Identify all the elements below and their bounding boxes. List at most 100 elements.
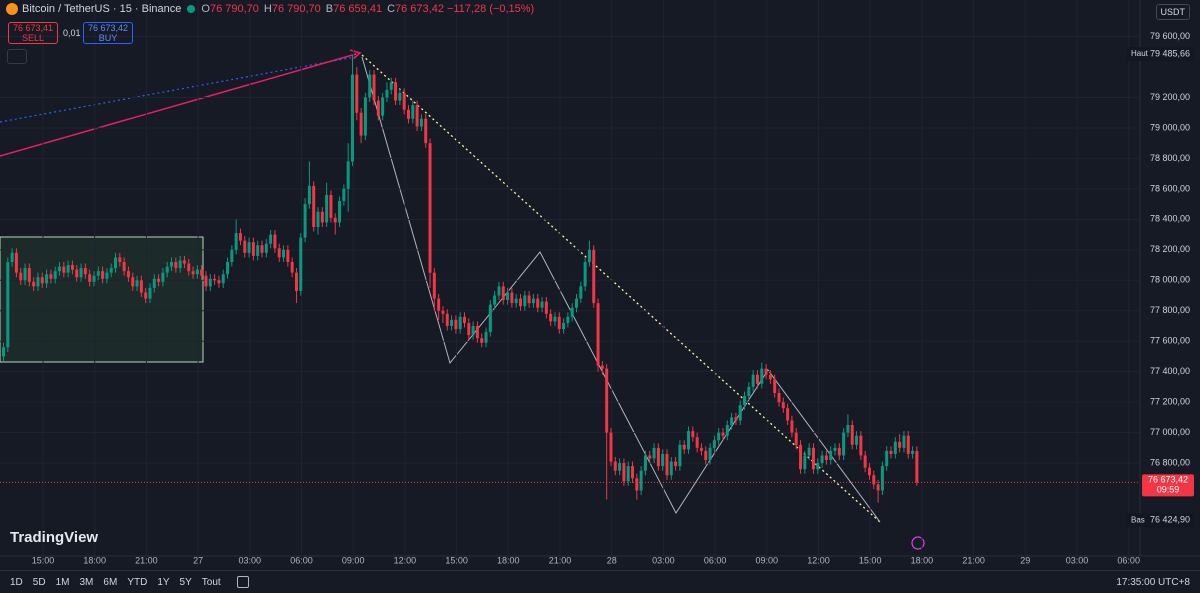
low-label: 76 424,90 <box>1150 515 1190 525</box>
candle-body <box>695 437 699 448</box>
range-button[interactable]: Tout <box>201 576 221 588</box>
candle-body <box>876 484 880 491</box>
candle-body <box>381 97 385 116</box>
sell-button[interactable]: 76 673,41 SELL <box>8 22 58 44</box>
header: Bitcoin / TetherUS · 15 · Binance O76 79… <box>6 3 537 15</box>
candle-body <box>45 274 49 284</box>
candle-body <box>307 185 311 205</box>
candle-body <box>230 249 234 263</box>
candle-body <box>406 109 410 119</box>
candle-body <box>58 266 62 272</box>
candle-body <box>596 303 600 366</box>
x-tick-label: 21:00 <box>135 555 158 565</box>
candle-body <box>260 245 264 253</box>
candle-body <box>92 275 96 282</box>
candle-body <box>570 307 574 317</box>
candle-body <box>437 298 441 311</box>
candle-body <box>79 268 83 278</box>
calendar-icon[interactable] <box>236 576 249 588</box>
high-label: 79 485,66 <box>1150 48 1190 58</box>
candle-body <box>523 295 527 307</box>
candle-body <box>850 424 854 445</box>
clock: 17:35:00 UTC+8 <box>1116 577 1190 588</box>
candle-body <box>674 461 678 467</box>
candle-body <box>527 295 531 304</box>
candle-body <box>751 374 755 387</box>
candle-body <box>493 295 497 305</box>
candle-body <box>712 440 716 448</box>
candle-body <box>320 211 324 223</box>
range-button[interactable]: YTD <box>127 576 148 588</box>
candle-body <box>553 316 557 322</box>
buy-button[interactable]: 76 673,42 BUY <box>83 22 133 44</box>
x-tick-label: 15:00 <box>859 555 882 565</box>
candle-body <box>191 271 195 275</box>
currency[interactable]: USDT <box>1155 4 1190 20</box>
range-button[interactable]: 1M <box>55 576 70 588</box>
candle-body <box>338 201 342 223</box>
y-tick-label: 79 000,00 <box>1150 122 1190 132</box>
ranges: 1D 5D 1M 3M 6M YTD 1Y 5Y Tout <box>0 577 221 588</box>
candle-body <box>631 466 635 479</box>
candle-body <box>264 243 268 253</box>
range-button[interactable]: 1D <box>10 576 23 588</box>
candle-body <box>385 89 389 98</box>
candle-body <box>717 432 721 441</box>
candle-body <box>398 92 402 101</box>
status-dot <box>187 5 196 13</box>
collapse-button[interactable] <box>7 49 27 64</box>
candle-body <box>747 386 751 397</box>
range-button[interactable]: 3M <box>79 576 94 588</box>
candle-body <box>36 277 40 287</box>
candle-body <box>609 432 613 462</box>
candle-body <box>755 374 759 384</box>
candle-body <box>501 286 505 301</box>
readout-value: 76 673,42 <box>395 3 444 15</box>
candle-body <box>510 292 514 304</box>
x-tick-label: 06:00 <box>290 555 313 565</box>
candle-body <box>833 447 837 451</box>
candle-body <box>519 298 522 307</box>
candle-body <box>277 248 281 258</box>
range-button[interactable]: 1Y <box>157 576 170 588</box>
readout-key: B <box>325 3 334 15</box>
range-button[interactable]: 5Y <box>179 576 192 588</box>
candle-body <box>635 478 639 491</box>
x-tick-label: 15:00 <box>32 555 55 565</box>
candle-body <box>803 455 807 470</box>
candle-body <box>837 447 841 456</box>
candle-body <box>204 275 208 287</box>
x-tick-label: 21:00 <box>549 555 572 565</box>
candle-body <box>346 161 350 189</box>
y-tick-label: 77 000,00 <box>1150 427 1190 437</box>
candle-body <box>867 467 871 476</box>
candle-body <box>893 441 897 454</box>
quantity[interactable]: 0,01 <box>63 28 81 38</box>
candle-body <box>458 316 462 330</box>
x-tick-label: 09:00 <box>756 555 779 565</box>
candle-body <box>743 396 747 406</box>
y-tick-label: 78 000,00 <box>1150 275 1190 285</box>
candle-body <box>898 441 902 448</box>
candle-body <box>325 194 329 223</box>
candle-body <box>441 310 445 314</box>
candle-body <box>906 435 910 454</box>
range-button[interactable]: 5D <box>32 576 46 588</box>
range-button[interactable]: 6M <box>103 576 118 588</box>
x-tick-label: 03:00 <box>1066 555 1089 565</box>
y-tick-label: 77 600,00 <box>1150 336 1190 346</box>
candle-body <box>445 313 449 326</box>
candle-body <box>234 233 238 250</box>
candle-body <box>144 292 148 299</box>
symbol[interactable]: Bitcoin / TetherUS · 15 · Binance <box>22 3 182 15</box>
high-name: Haut <box>1131 49 1149 58</box>
y-tick-label: 78 400,00 <box>1150 214 1190 224</box>
candle-body <box>467 322 471 336</box>
candle-body <box>109 268 113 273</box>
change: −117,28 (−0,15%) <box>446 3 535 15</box>
candle-body <box>880 466 884 491</box>
candle-body <box>174 262 178 269</box>
high-box <box>1127 46 1194 61</box>
candle-body <box>536 298 540 308</box>
candle-body <box>475 325 479 339</box>
